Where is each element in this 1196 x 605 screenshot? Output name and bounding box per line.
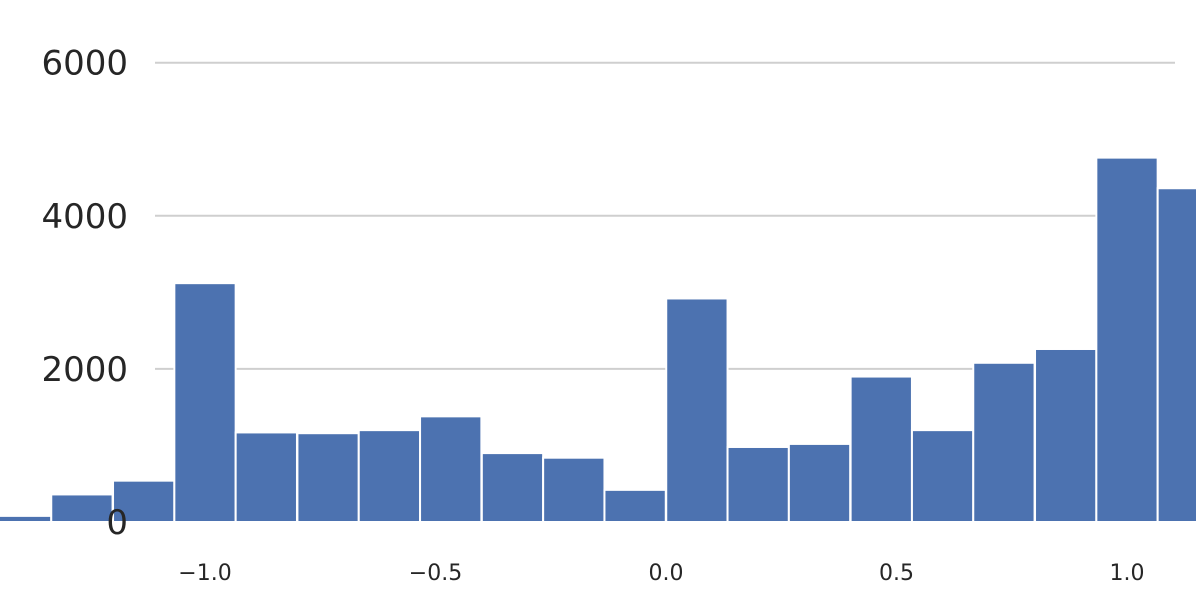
x-tick-label-5: 0.5 [879,561,914,586]
histogram-bar-4 [0,514,53,523]
histogram-bar-6 [112,479,176,523]
y-tick-label-2: 4000 [41,197,128,237]
x-axis-ticks: −2.0−1.5−1.0−0.50.00.51.01.52.0 [0,561,1145,586]
histogram-bar-16 [726,445,790,523]
histogram-bar-10 [357,429,422,524]
histogram-bar-22 [1095,156,1159,523]
histogram-bar-13 [542,456,606,523]
histogram-bar-19 [910,429,975,524]
histogram-bar-12 [480,452,545,524]
histogram-bar-18 [849,375,913,523]
histogram-bar-21 [1034,347,1098,524]
histogram-bar-14 [603,488,667,523]
histogram-bar-11 [419,415,483,523]
x-tick-label-6: 1.0 [1110,561,1145,586]
y-tick-label-3: 6000 [41,44,128,84]
histogram-bar-17 [787,442,852,524]
histogram-bar-7 [173,282,237,523]
histogram-bar-23 [1156,187,1196,523]
bars [0,156,1196,524]
y-axis-ticks: 0 2000 4000 6000 [41,44,128,543]
x-tick-label-3: −0.5 [409,561,462,586]
x-tick-label-2: −1.0 [178,561,231,586]
x-tick-label-4: 0.0 [649,561,684,586]
histogram-bar-20 [972,361,1036,523]
histogram-bar-8 [234,431,298,523]
y-tick-label-1: 2000 [41,350,128,390]
histogram-bar-5 [50,493,114,523]
x-tick-label-1: −1.5 [0,561,1,586]
histogram-bar-15 [665,297,729,523]
histogram-bar-9 [296,432,360,523]
y-tick-label-0: 0 [106,503,128,543]
